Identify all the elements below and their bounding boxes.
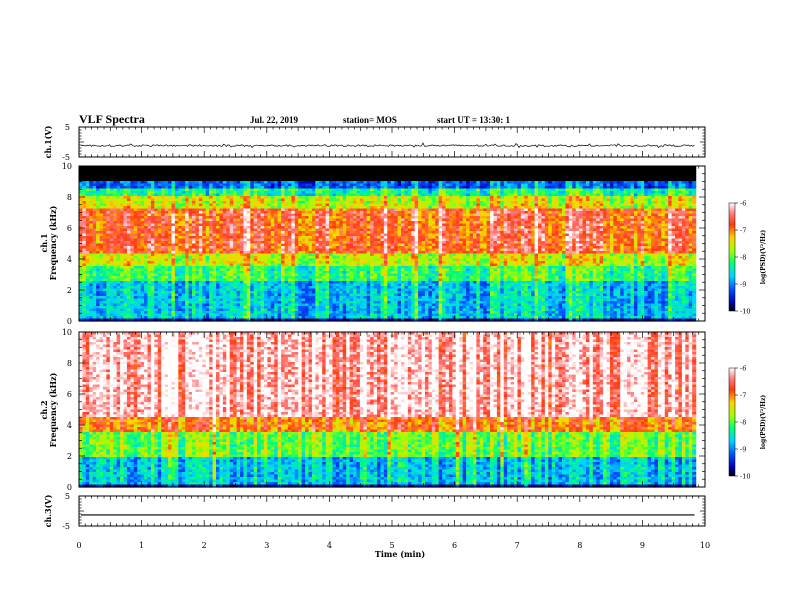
- ch1-spectrogram-image: [79, 166, 696, 322]
- ch1-waveform-panel: 5 -5 ch.1(V): [43, 123, 705, 162]
- ch1-ytick-top: 5: [65, 123, 70, 132]
- ch1-ytick-bottom: -5: [62, 153, 70, 162]
- ch1-waveform-ylabel: ch.1(V): [43, 125, 53, 158]
- vlf-spectra-figure: 5 -5 ch.1(V) 0246810 ch.1 Frequency (kHz…: [0, 0, 792, 612]
